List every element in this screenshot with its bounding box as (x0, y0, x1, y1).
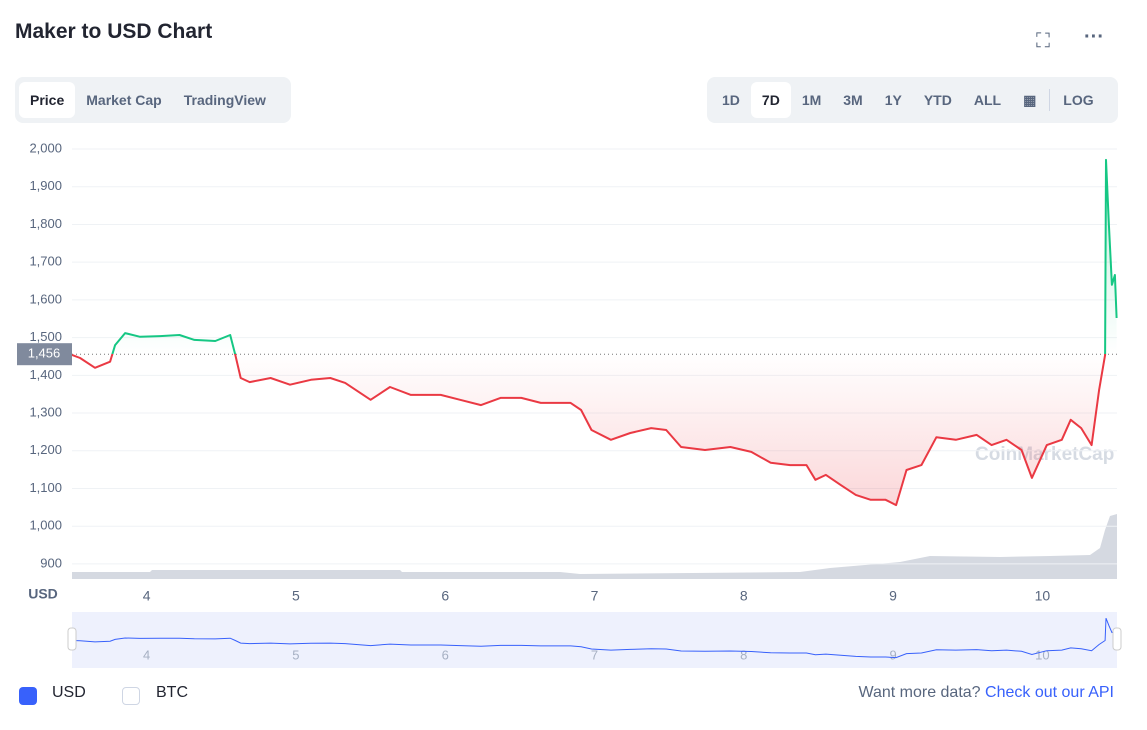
prompt: Want more data? (858, 684, 981, 701)
y-tick-label: 1,500 (29, 329, 62, 344)
y-tick-label: 1,300 (29, 404, 62, 419)
x-tick-label: 6 (441, 588, 449, 604)
x-tick-label: 7 (591, 588, 599, 604)
api-prompt: Want more data? Check out our API (858, 684, 1114, 702)
chart: CoinMarketCap 900 1,000 1,100 1,200 1,300 1,4… (17, 140, 1122, 668)
navigator-handle[interactable] (67, 627, 77, 651)
tab[interactable]: TradingView (183, 92, 266, 108)
range-button[interactable]: 1D (722, 92, 740, 108)
navigator-tick-label: 4 (143, 647, 150, 662)
api-link[interactable]: Check out our API (985, 684, 1114, 701)
y-tick-label: 900 (40, 555, 62, 570)
baseline-label-box (17, 343, 72, 366)
calendar-button[interactable]: ▦ (1023, 92, 1037, 108)
checkbox-label: BTC (156, 684, 188, 701)
navigator-tick-label: 8 (740, 647, 747, 662)
fullscreen-icon[interactable]: ⛶ (1036, 30, 1050, 52)
navigator-tick-label: 5 (292, 647, 299, 662)
y-tick-label: 1,600 (29, 291, 62, 306)
y-tick-label: 1,700 (29, 254, 62, 269)
y-tick-label: 1,000 (29, 518, 62, 533)
baseline-label: 1,456 (28, 346, 61, 361)
range-button[interactable]: YTD (923, 92, 952, 108)
x-tick-label: 10 (1035, 588, 1051, 604)
navigator-tick-label: 9 (889, 647, 896, 662)
range-button[interactable]: ALL (973, 92, 1002, 108)
navigator-line (71, 618, 1118, 659)
tab-group: Price Market Cap TradingView (15, 77, 291, 123)
range-button[interactable]: 1M (801, 92, 822, 108)
navigator-tick-label: 6 (442, 647, 449, 662)
navigator-tick-label: 10 (1035, 647, 1049, 662)
range-button[interactable]: 3M (843, 92, 863, 108)
tab[interactable]: Market Cap (86, 92, 162, 108)
separator (1049, 89, 1051, 111)
checkbox-label: USD (52, 684, 86, 701)
y-tick-label: 1,100 (29, 480, 62, 495)
log-button[interactable]: LOG (1063, 92, 1094, 108)
price-line (71, 158, 1118, 507)
navigator[interactable] (72, 612, 1117, 668)
title: Maker to USD Chart (15, 20, 213, 43)
volume-area (72, 514, 1117, 579)
y-tick-label: 1,200 (29, 442, 62, 457)
more-icon[interactable]: ··· (1084, 26, 1104, 48)
checkbox-checked[interactable] (19, 687, 37, 705)
checkbox[interactable] (122, 687, 140, 705)
range-button[interactable]: 1Y (884, 92, 902, 108)
x-tick-label: 5 (292, 588, 300, 604)
y-tick-label: 2,000 (29, 140, 62, 155)
navigator-handle[interactable] (1112, 627, 1122, 651)
y-tick-label: 1,900 (29, 178, 62, 193)
y-axis-label: USD (28, 586, 58, 602)
watermark: CoinMarketCap (975, 444, 1114, 465)
tab[interactable]: Price (19, 82, 76, 118)
x-tick-label: 8 (740, 588, 748, 604)
range-button[interactable]: 7D (750, 82, 791, 118)
range-group: 1D 7D 1M 3M 1Y YTD ALL ▦ LOG (707, 77, 1118, 123)
x-tick-label: 9 (889, 588, 897, 604)
navigator-tick-label: 7 (591, 647, 598, 662)
area (72, 159, 1117, 506)
y-tick-label: 1,400 (29, 367, 62, 382)
y-tick-label: 1,800 (29, 216, 62, 231)
x-tick-label: 4 (143, 588, 151, 604)
